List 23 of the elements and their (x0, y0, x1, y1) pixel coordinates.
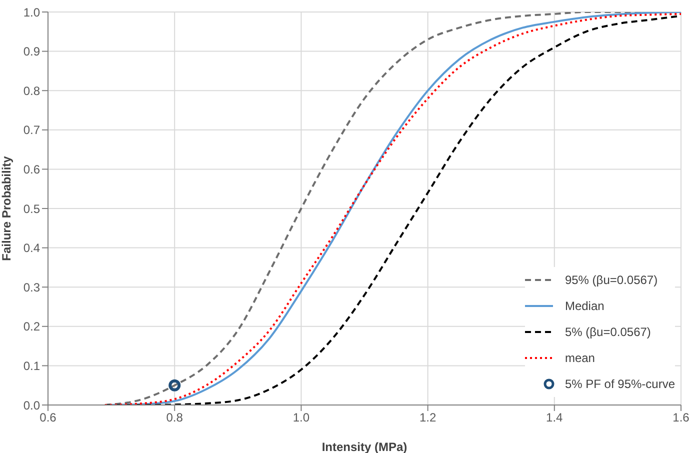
y-tick-label: 0.3 (23, 280, 40, 294)
x-tick-label: 1.0 (292, 410, 310, 425)
legend-label: Median (564, 299, 604, 313)
legend-label: 5% (βu=0.0567) (564, 325, 651, 339)
legend-label: mean (564, 351, 595, 365)
y-tick-label: 0.1 (23, 358, 40, 373)
x-tick-label: 0.6 (40, 410, 57, 425)
y-tick-label: 0.0 (23, 398, 40, 412)
x-tick-label: 1.6 (672, 410, 689, 425)
y-axis-title: Failure Probability (0, 156, 14, 261)
x-tick-label: 1.4 (546, 410, 564, 425)
x-tick-label: 0.8 (166, 410, 184, 425)
legend-label: 95% (βu=0.0567) (564, 273, 658, 287)
y-tick-label: 0.4 (23, 241, 40, 256)
legend-label: 5% PF of 95%-curve (564, 377, 675, 391)
y-tick-label: 1.0 (23, 5, 40, 20)
y-tick-label: 0.9 (23, 44, 40, 59)
x-tick-label: 1.2 (419, 410, 436, 425)
y-tick-label: 0.6 (23, 162, 40, 176)
y-tick-label: 0.2 (23, 320, 40, 334)
y-tick-label: 0.8 (23, 84, 40, 98)
y-tick-label: 0.7 (23, 123, 40, 138)
y-tick-label: 0.5 (23, 202, 40, 216)
